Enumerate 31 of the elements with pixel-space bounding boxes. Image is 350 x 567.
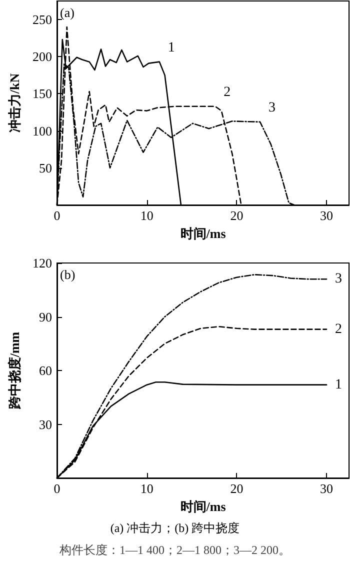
y-tick-label: 250 — [32, 12, 52, 28]
x-axis-title: 时间/ms — [180, 226, 226, 241]
text: (a) 冲击力；(b) 跨中挠度 — [110, 521, 240, 535]
y-tick-label: 120 — [32, 256, 52, 270]
x-tick-label: 0 — [54, 208, 60, 223]
x-tick-label: 20 — [230, 481, 244, 496]
x-tick-label: 30 — [320, 481, 334, 496]
x-tick-label: 10 — [140, 481, 154, 496]
series-label: 1 — [168, 40, 175, 56]
series-label: 2 — [224, 84, 231, 100]
y-tick-label: 60 — [39, 363, 52, 378]
y-tick-label: 150 — [32, 86, 52, 102]
x-tick-label: 20 — [230, 208, 244, 223]
series-label: 2 — [335, 322, 342, 337]
y-axis-title: 跨中挠度/mm — [7, 332, 22, 410]
x-tick-label: 0 — [54, 481, 60, 496]
text: 构件长度：1—1 400；2—1 800；3—2 200。 — [58, 543, 290, 557]
y-tick-label: 50 — [39, 160, 52, 176]
y-tick-label: 100 — [32, 123, 52, 138]
y-tick-label: 30 — [39, 416, 52, 432]
y-tick-label: 90 — [39, 309, 52, 324]
y-axis-title: 冲击力/kN — [7, 72, 22, 133]
x-tick-label: 10 — [140, 208, 154, 223]
x-tick-label: 30 — [320, 208, 334, 223]
series-label: 1 — [335, 377, 342, 392]
annotation: (b) — [60, 267, 76, 282]
y-tick-label: 200 — [32, 49, 52, 64]
series-label: 3 — [268, 100, 276, 116]
annotation: (a) — [60, 5, 74, 20]
series-label: 3 — [335, 272, 342, 287]
x-axis-title: 时间/ms — [180, 499, 226, 514]
